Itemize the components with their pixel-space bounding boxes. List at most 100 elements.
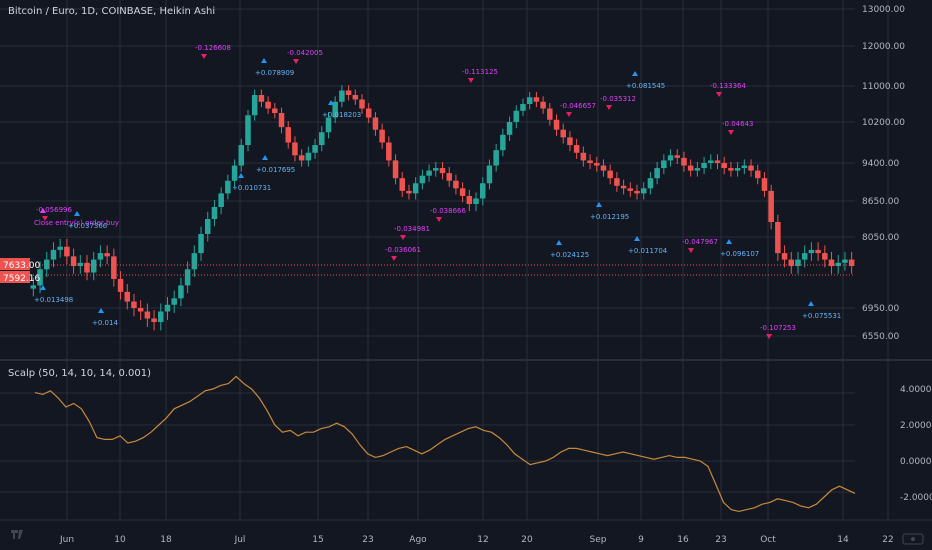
candle-body <box>77 262 84 267</box>
price-tick-label: 8050.00 <box>862 233 899 243</box>
sell-arrow-icon <box>391 256 397 261</box>
price-tick-label: 10200.00 <box>862 118 905 128</box>
settings-icon[interactable] <box>902 531 924 545</box>
candle-body <box>681 157 687 166</box>
signal-label: Close entry(s) order buy <box>34 219 119 227</box>
tradingview-logo-icon[interactable] <box>10 526 24 540</box>
candle-body <box>117 278 124 292</box>
candle-body <box>768 190 774 222</box>
candle-body <box>84 262 90 273</box>
candle-body <box>815 249 821 254</box>
grid-lines <box>0 0 889 520</box>
signal-label: -0.046657 <box>560 102 596 110</box>
candle-body <box>600 165 607 171</box>
signal-label: -0.038666 <box>430 207 466 215</box>
candle-body <box>513 110 520 122</box>
buy-arrow-icon <box>328 100 334 105</box>
candle-body <box>278 113 285 128</box>
buy-arrow-icon <box>726 239 732 244</box>
candle-body <box>459 188 466 196</box>
price-candles <box>30 85 855 331</box>
price-tick-label: 6950.00 <box>862 304 899 314</box>
buy-arrow-icon <box>808 301 814 306</box>
sell-arrow-icon <box>42 216 48 221</box>
candle-body <box>379 129 385 143</box>
candle-body <box>594 163 600 166</box>
buy-arrow-icon <box>40 285 46 290</box>
candle-body <box>204 219 211 234</box>
signal-label: +0.012195 <box>590 213 629 221</box>
candle-body <box>178 285 184 299</box>
signal-label: -0.056996 <box>36 206 72 214</box>
candle-body <box>473 198 479 204</box>
candle-body <box>721 163 727 169</box>
candle-body <box>500 134 506 151</box>
time-tick-label: 23 <box>715 535 726 545</box>
time-tick-label: 9 <box>638 535 644 545</box>
candle-body <box>754 170 761 179</box>
signal-label: +0.013498 <box>34 296 73 304</box>
price-axis: 13000.00 12000.00 11000.00 10200.00 9400.00 8… <box>862 5 905 342</box>
candle-body <box>419 175 426 184</box>
signal-label: -0.034981 <box>394 225 430 233</box>
candle-body <box>305 152 312 161</box>
current-price-tags: 7633.00 7592.16 <box>0 258 855 284</box>
candle-body <box>90 259 97 273</box>
candle-body <box>607 170 613 179</box>
candle-body <box>453 180 459 189</box>
price-tag-current: 7633.00 <box>3 261 40 271</box>
candle-body <box>57 246 63 250</box>
signal-label: -0.042005 <box>287 49 323 57</box>
time-tick-label: 22 <box>882 535 893 545</box>
candle-body <box>433 168 439 171</box>
price-tag-bg <box>0 258 30 270</box>
candle-body <box>708 160 714 163</box>
candle-body <box>298 155 305 161</box>
candle-body <box>701 163 707 169</box>
candle-body <box>573 145 580 153</box>
candle-body <box>620 185 627 189</box>
candle-body <box>640 188 647 194</box>
buy-arrow-icon <box>238 173 244 178</box>
signal-label: -0.04643 <box>722 120 753 128</box>
candle-body <box>399 178 406 191</box>
time-tick-label: 14 <box>837 535 849 545</box>
candle-body <box>614 178 620 186</box>
time-tick-label: Oct <box>760 535 776 545</box>
candle-body <box>272 108 278 113</box>
candle-body <box>137 308 144 312</box>
sell-arrow-icon <box>293 59 299 64</box>
signal-label: +0.081545 <box>626 82 665 90</box>
candle-body <box>848 259 855 267</box>
sell-arrow-icon <box>728 130 734 135</box>
candle-body <box>50 249 57 260</box>
candle-body <box>97 253 104 260</box>
candle-body <box>131 301 137 308</box>
oscillator-line <box>34 375 856 513</box>
sell-arrow-icon <box>606 105 612 110</box>
candle-body <box>687 165 694 171</box>
time-tick-label: Jun <box>59 535 74 545</box>
candle-body <box>211 207 218 219</box>
candle-body <box>734 168 741 171</box>
indicator-title[interactable]: Scalp (50, 14, 10, 14, 0.001) <box>8 368 152 379</box>
candle-body <box>828 259 835 267</box>
candle-body <box>359 99 365 109</box>
candle-body <box>144 311 151 319</box>
signal-label: -0.036061 <box>385 246 421 254</box>
buy-arrow-icon <box>262 155 268 160</box>
candle-body <box>842 259 848 263</box>
sell-arrow-icon <box>201 54 207 59</box>
buy-arrow-icon <box>556 240 562 245</box>
candle-body <box>258 95 265 102</box>
time-tick-label: Jul <box>234 535 246 545</box>
candle-body <box>506 122 513 135</box>
candle-body <box>386 142 392 161</box>
candle-body <box>164 304 171 312</box>
time-tick-label: 12 <box>477 535 488 545</box>
candle-body <box>493 150 499 166</box>
